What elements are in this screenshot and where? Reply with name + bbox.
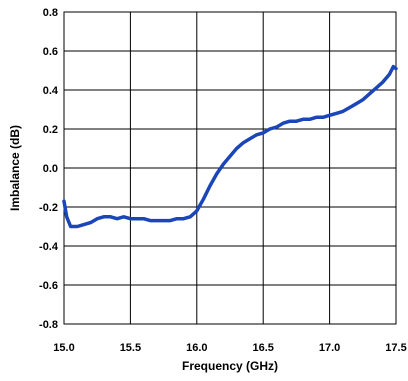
y-tick-label: 0.8 <box>43 7 58 19</box>
x-tick-label: 16.0 <box>186 342 207 354</box>
y-tick-label: -0.2 <box>39 202 58 214</box>
y-tick-label: 0.0 <box>43 163 58 175</box>
x-tick-label: 16.5 <box>252 342 273 354</box>
y-tick-label: 0.2 <box>43 124 58 136</box>
series-layer <box>62 64 398 229</box>
plot-frame <box>63 11 397 325</box>
x-axis-title: Frequency (GHz) <box>182 359 278 373</box>
y-axis-title: Imbalance (dB) <box>8 125 22 211</box>
y-tick-label: -0.6 <box>39 280 58 292</box>
x-tick-label: 17.5 <box>385 342 406 354</box>
x-tick-label: 17.0 <box>319 342 340 354</box>
y-tick-label: -0.8 <box>39 319 58 331</box>
y-tick-label: -0.4 <box>39 241 59 253</box>
y-tick-label: 0.4 <box>43 85 59 97</box>
x-tick-label: 15.0 <box>53 342 74 354</box>
y-tick-labels: 0.8 0.6 0.4 0.2 0.0 -0.2 -0.4 -0.6 -0.8 <box>39 7 59 331</box>
x-tick-label: 15.5 <box>120 342 141 354</box>
x-tick-labels: 15.0 15.5 16.0 16.5 17.0 17.5 <box>53 342 406 354</box>
y-tick-label: 0.6 <box>43 46 58 58</box>
imbalance-series-line <box>62 64 398 229</box>
